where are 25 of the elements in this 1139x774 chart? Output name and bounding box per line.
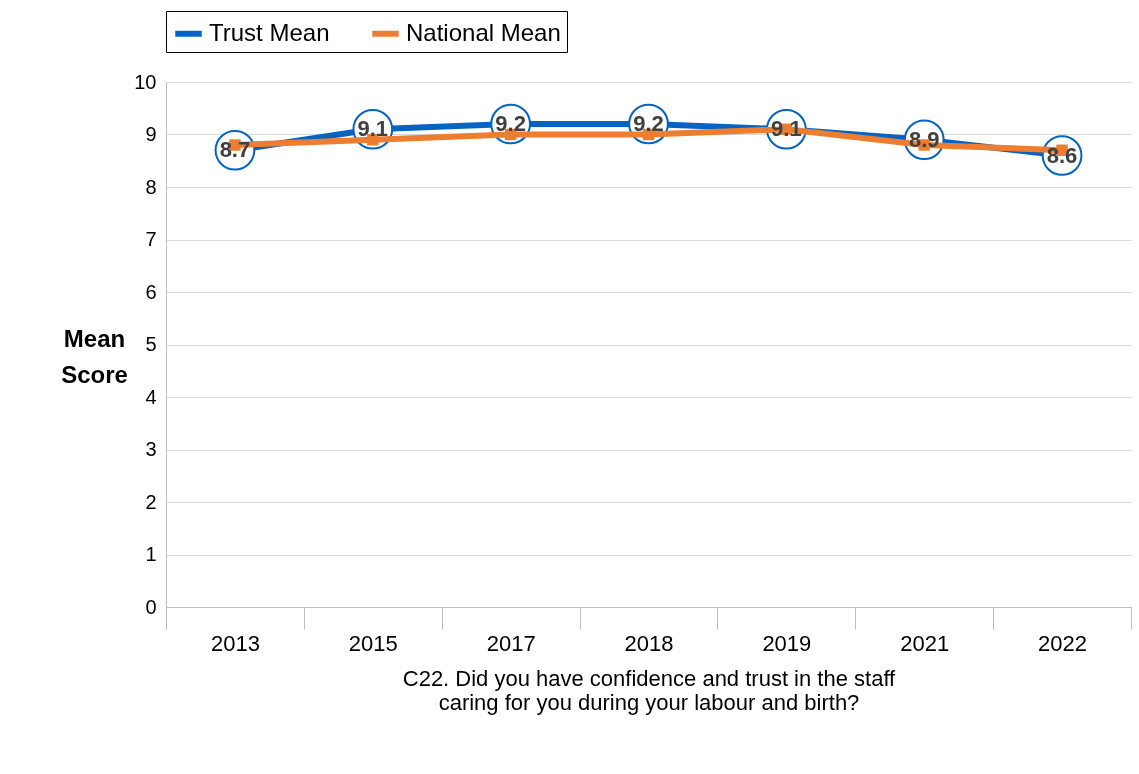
y-tick-label: 9 — [145, 123, 157, 145]
x-tick-label: 2015 — [348, 630, 398, 656]
x-tick-label: 2022 — [1038, 630, 1088, 656]
y-tick-label: 8 — [145, 175, 157, 198]
y-tick-label: 0 — [145, 595, 157, 618]
legend-label: Trust Mean — [209, 18, 330, 46]
x-tick-label: 2021 — [900, 630, 950, 656]
legend-label: National Mean — [406, 18, 561, 46]
y-tick-label: 6 — [145, 280, 157, 303]
y-tick-label: 2 — [145, 490, 157, 513]
y-tick-label: 1 — [145, 543, 157, 565]
data-label: 9.1 — [357, 116, 389, 142]
data-label: 9.2 — [495, 111, 526, 136]
y-axis-title: Mean Score — [61, 324, 128, 388]
x-tick-label: 2019 — [762, 630, 812, 656]
x-axis-title: C22. Did you have confidence and trust in the staff caring for you during your labour and birth? — [402, 665, 897, 715]
y-tick-label: 10 — [134, 70, 157, 93]
data-label: 9.2 — [633, 111, 664, 136]
x-tick-label: 2013 — [210, 630, 260, 656]
y-tick-label: 5 — [145, 333, 157, 355]
x-tick-label: 2018 — [624, 630, 674, 656]
y-tick-label: 4 — [145, 385, 157, 408]
y-tick-label: 7 — [145, 228, 157, 250]
x-tick-label: 2017 — [486, 630, 536, 656]
y-tick-label: 3 — [145, 438, 157, 460]
